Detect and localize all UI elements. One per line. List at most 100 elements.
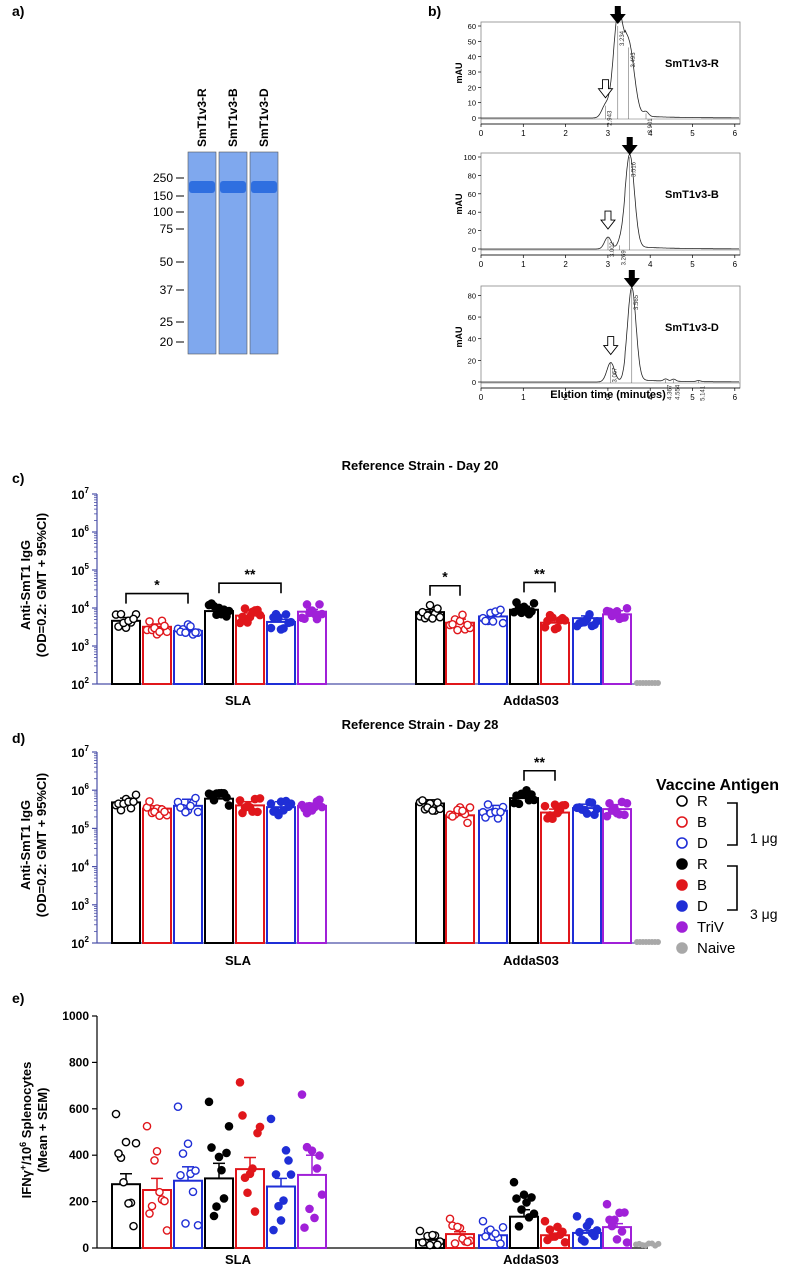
chrom-x-tick-label: 2 [563, 260, 568, 269]
panel-e-group-sla: SLA [225, 1252, 252, 1267]
data-point [425, 1240, 435, 1250]
panel-e-ylabel-exp: 6 [18, 1142, 28, 1147]
chrom-y-tick-label: 20 [468, 356, 476, 365]
chrom-peak-label: 3.002 [610, 241, 616, 257]
data-point [585, 610, 594, 619]
y-tick-label: 200 [69, 1195, 89, 1209]
legend-dose-1ug: 1 μg [750, 830, 778, 846]
panel-label-a: a) [12, 3, 24, 19]
data-point [224, 1121, 234, 1131]
data-point [560, 1238, 570, 1247]
bar [111, 801, 141, 944]
chrom-x-tick-label: 2 [563, 393, 568, 402]
y-tick-label: 107 [71, 744, 89, 760]
data-point [243, 801, 252, 811]
gel-band-1 [189, 181, 215, 193]
data-point [448, 812, 457, 821]
chrom-peak-label: 4.554 [676, 384, 682, 400]
data-point [243, 1188, 252, 1198]
bar [235, 804, 265, 944]
panel-label-b: b) [428, 3, 441, 19]
data-point [310, 1213, 319, 1223]
data-point [274, 612, 283, 622]
data-point [317, 802, 327, 812]
panel-c-group-addas03: AddaS03 [503, 693, 559, 708]
data-point [114, 1149, 123, 1158]
data-point [243, 618, 252, 627]
data-point [191, 628, 200, 637]
gel-marker-label: 100 [153, 205, 173, 219]
data-point [558, 613, 567, 623]
data-point [266, 623, 276, 633]
bar [415, 611, 445, 685]
panel-d-group-addas03: AddaS03 [503, 953, 559, 968]
data-point [274, 810, 283, 820]
gel-lane-label-1: SmT1v3-R [195, 88, 209, 147]
bar [509, 1215, 539, 1250]
bar [173, 629, 203, 686]
panel-e-ylabel-ifn: IFNγ [19, 1169, 34, 1198]
significance-bracket [125, 592, 189, 604]
legend-label: B [697, 814, 707, 831]
significance-star: ** [534, 565, 545, 581]
data-point [620, 810, 629, 820]
panel-e-ylabel-plus: + [18, 1165, 28, 1170]
data-point [610, 608, 619, 618]
data-point [250, 1207, 260, 1216]
data-point [160, 1196, 169, 1206]
chrom-x-tick-label: 5 [690, 129, 695, 138]
data-point [553, 1222, 562, 1232]
data-point [433, 798, 442, 807]
gel-band-2 [220, 181, 246, 193]
data-point [522, 1198, 531, 1207]
data-point [517, 1205, 526, 1214]
chrom-y-label-1: mAU [454, 62, 464, 83]
gel-marker-label: 75 [160, 222, 174, 236]
data-point [622, 603, 632, 613]
chrom-peak-label: 3.234 [620, 30, 626, 46]
bar [415, 802, 445, 944]
chrom-peak-label: 5.141 [700, 385, 706, 401]
bar [297, 804, 327, 945]
data-point [478, 1216, 488, 1226]
data-point [188, 1187, 198, 1197]
chrom-y-label-2: mAU [454, 193, 464, 214]
data-point [307, 1146, 317, 1156]
data-point [548, 1232, 557, 1241]
chrom-open-arrow-2 [600, 210, 616, 230]
data-point [150, 1156, 159, 1165]
data-point [183, 1139, 193, 1148]
chrom-open-arrow-1 [597, 79, 614, 99]
data-point [617, 1227, 627, 1236]
data-point [575, 1227, 584, 1237]
data-point [286, 1170, 296, 1179]
data-point [433, 604, 442, 613]
gel-marker-label: 20 [160, 335, 174, 349]
chrom-trace-2 [481, 154, 739, 250]
data-point [496, 1239, 505, 1249]
data-point [529, 598, 539, 608]
chrom-y-tick-label: 10 [468, 99, 476, 108]
chrom-x-tick-label: 3 [606, 129, 611, 138]
y-tick-label: 103 [71, 897, 89, 913]
gel-marker-label: 25 [160, 315, 174, 329]
data-point [450, 1239, 460, 1248]
data-point [209, 1211, 219, 1221]
legend-marker [676, 858, 688, 870]
data-point [458, 610, 467, 620]
data-point [255, 794, 265, 803]
data-point [548, 814, 557, 824]
chrom-y-label-3: mAU [454, 326, 464, 347]
chrom-x-tick-label: 3 [606, 393, 611, 402]
data-point [512, 598, 521, 607]
data-point [305, 1204, 314, 1214]
data-point [279, 624, 288, 633]
chrom-frame-1 [480, 21, 741, 125]
panel-label-c: c) [12, 470, 24, 486]
data-point [300, 614, 309, 624]
panel-e-chart: 0 200 400 600 800 1000 [62, 1009, 662, 1255]
chrom-y-tick-label: 40 [468, 53, 476, 62]
data-point [605, 799, 614, 808]
data-point [435, 612, 445, 622]
